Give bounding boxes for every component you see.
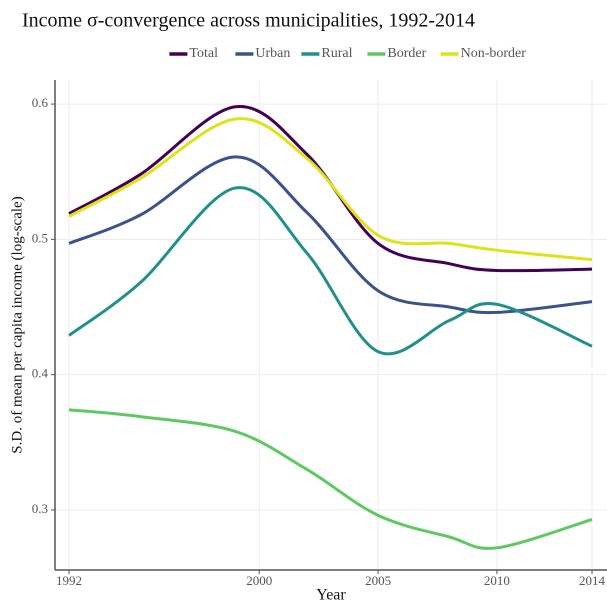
line [68, 117, 593, 262]
line [68, 408, 593, 550]
line [68, 155, 593, 315]
legend-label: Non-border [461, 46, 527, 61]
y-tick-label: 0.6 [32, 95, 49, 110]
chart-title: Income σ-convergence across municipaliti… [22, 10, 475, 32]
line [68, 186, 593, 356]
legend-label: Border [387, 46, 426, 61]
x-axis-label: Year [316, 587, 346, 604]
x-tick-label: 2010 [484, 573, 510, 588]
x-tick-label: 1992 [56, 573, 82, 588]
y-axis-label: S.D. of mean per capita income (log-scal… [9, 196, 25, 453]
y-tick-label: 0.4 [32, 366, 49, 381]
line [68, 105, 593, 273]
legend-label: Rural [321, 46, 352, 61]
x-tick-label: 2005 [365, 573, 391, 588]
legend-label: Urban [255, 46, 290, 61]
legend-label: Total [189, 46, 218, 61]
y-tick-label: 0.5 [32, 230, 48, 245]
x-tick-label: 2000 [246, 573, 272, 588]
x-tick-label: 2014 [579, 573, 606, 588]
y-tick-label: 0.3 [32, 501, 48, 516]
